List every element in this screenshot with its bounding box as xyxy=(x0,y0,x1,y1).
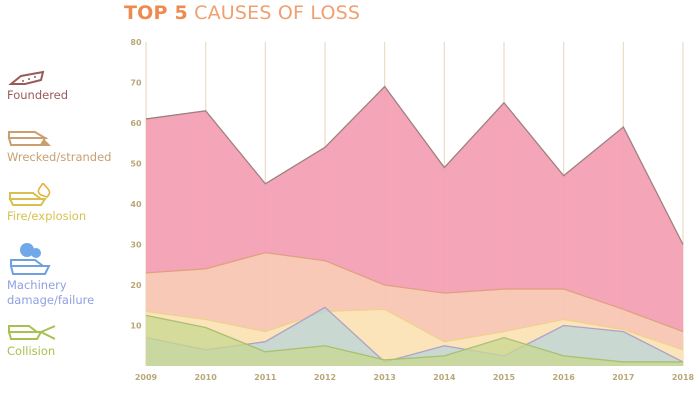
line-wrecked-stranded xyxy=(145,251,684,333)
sinking-ship-icon xyxy=(8,70,45,85)
x-tick-label: 2015 xyxy=(493,373,516,382)
x-tick-label: 2016 xyxy=(553,373,576,382)
y-tick-label: 60 xyxy=(130,119,142,128)
line-collision xyxy=(145,314,683,363)
wrecked-ship-icon xyxy=(7,131,51,146)
legend-label: Collision xyxy=(7,344,56,358)
x-tick-label: 2012 xyxy=(314,373,336,382)
chart-title: TOP 5 CAUSES OF LOSS xyxy=(124,2,361,24)
y-tick-label: 10 xyxy=(130,322,142,331)
x-tick-label: 2009 xyxy=(135,373,158,382)
line-fire-explosion xyxy=(145,308,684,351)
x-tick-label: 2014 xyxy=(433,373,456,382)
legend-item-foundered: Foundered xyxy=(7,68,127,103)
legend-label: Foundered xyxy=(7,88,69,102)
y-tick-label: 80 xyxy=(130,38,142,47)
line-foundered xyxy=(145,85,684,245)
collision-ship-icon xyxy=(7,325,55,340)
smoking-ship-icon xyxy=(9,243,51,275)
y-tick-label: 30 xyxy=(130,241,142,250)
area-collision xyxy=(146,315,683,366)
y-tick-label: 40 xyxy=(130,200,142,209)
x-tick-label: 2018 xyxy=(672,373,695,382)
legend-item-collision: Collision xyxy=(7,322,127,359)
y-tick-label: 70 xyxy=(130,79,142,88)
x-tick-label: 2010 xyxy=(195,373,218,382)
y-tick-label: 20 xyxy=(130,281,142,290)
fire-ship-icon xyxy=(8,183,51,206)
legend-label: Wrecked/stranded xyxy=(7,150,112,164)
legend-item-fire: Fire/explosion xyxy=(7,183,127,224)
legend-item-wrecked: Wrecked/stranded xyxy=(7,128,127,165)
legend-label: Fire/explosion xyxy=(7,209,87,223)
y-tick-label: 50 xyxy=(130,160,142,169)
x-tick-label: 2017 xyxy=(612,373,634,382)
x-tick-label: 2013 xyxy=(374,373,396,382)
legend-label: Machinery damage/failure xyxy=(7,278,95,307)
x-tick-label: 2011 xyxy=(254,373,277,382)
legend-item-machinery: Machinery damage/failure xyxy=(7,242,127,308)
